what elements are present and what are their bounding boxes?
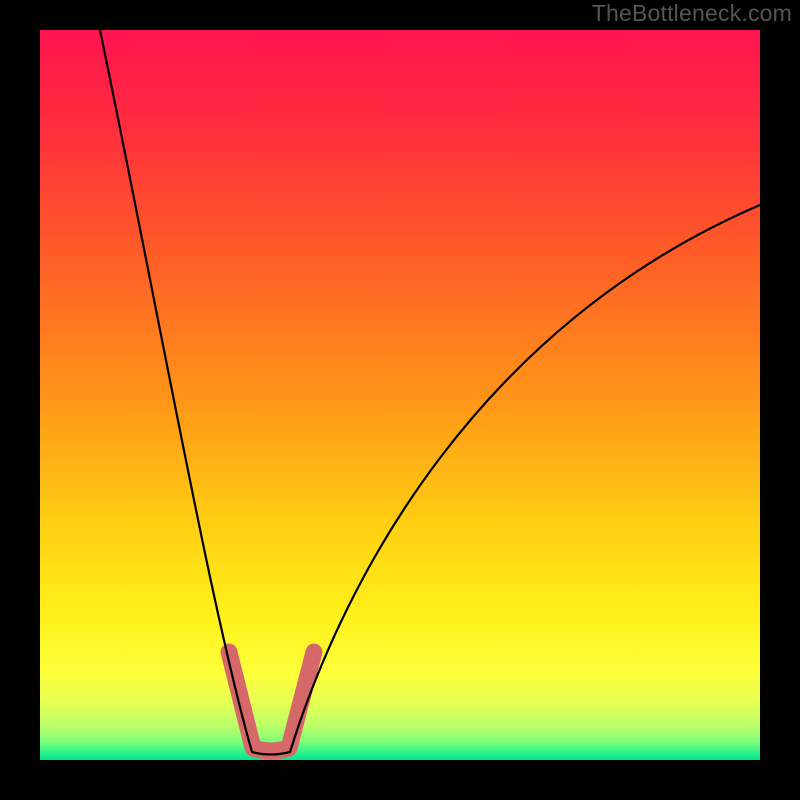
- chart-stage: TheBottleneck.com: [0, 0, 800, 800]
- bottleneck-chart: [0, 0, 800, 800]
- watermark-text: TheBottleneck.com: [592, 0, 792, 27]
- plot-background: [40, 30, 760, 760]
